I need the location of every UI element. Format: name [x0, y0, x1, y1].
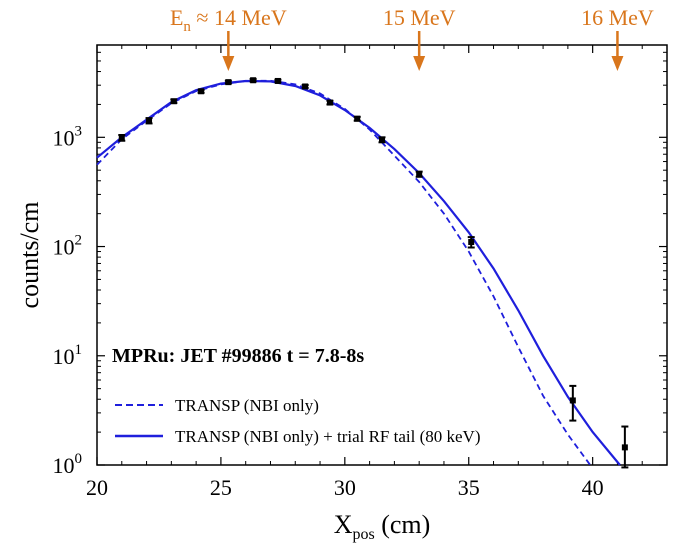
legend: TRANSP (NBI only) TRANSP (NBI only) + tr… [115, 396, 481, 446]
data-marker [146, 118, 152, 124]
series-line-nbi-only [97, 81, 590, 465]
data-point [416, 171, 423, 177]
x-tick-label: 25 [210, 475, 232, 500]
energy-markers: En ≈ 14 MeV 15 MeV 16 MeV [170, 5, 654, 71]
data-marker [119, 135, 125, 141]
data-point [250, 77, 257, 83]
y-tick-label: 103 [53, 123, 83, 150]
energy-marker: En ≈ 14 MeV [170, 5, 287, 71]
x-tick-label: 20 [86, 475, 108, 500]
data-point [621, 427, 628, 468]
data-marker [198, 88, 204, 94]
data-marker [354, 116, 360, 122]
data-point [170, 98, 177, 104]
chart-annotation: MPRu: JET #99886 t = 7.8-8s [112, 345, 364, 367]
data-marker [302, 83, 308, 89]
x-tick-label: 30 [334, 475, 356, 500]
data-point [302, 83, 309, 89]
x-axis-label: Xpos (cm) [334, 510, 431, 543]
data-point [569, 386, 576, 421]
energy-label: 15 MeV [383, 5, 456, 30]
energy-arrow-head [413, 56, 425, 71]
y-tick-label: 102 [53, 233, 83, 260]
data-point [198, 88, 205, 94]
energy-label: En ≈ 14 MeV [170, 5, 287, 35]
x-tick-label: 35 [458, 475, 480, 500]
energy-marker: 16 MeV [581, 5, 654, 71]
data-point [379, 137, 386, 143]
data-marker [416, 171, 422, 177]
data-marker [622, 444, 628, 450]
y-axis-label: counts/cm [15, 202, 44, 309]
legend-label-nbi: TRANSP (NBI only) [175, 396, 319, 415]
data-marker [570, 397, 576, 403]
data-marker [225, 79, 231, 85]
energy-marker: 15 MeV [383, 5, 456, 71]
data-point [326, 100, 333, 106]
x-tick-label: 40 [582, 475, 604, 500]
data-marker [250, 77, 256, 83]
data-point [146, 118, 153, 124]
data-point [274, 78, 281, 84]
data-marker [171, 98, 177, 104]
y-tick-label: 100 [53, 451, 83, 478]
y-tick-label: 101 [53, 342, 83, 369]
energy-label: 16 MeV [581, 5, 654, 30]
data-point [225, 79, 232, 85]
data-point [354, 116, 361, 122]
data-marker [468, 239, 474, 245]
data-marker [327, 100, 333, 106]
data-point [118, 135, 125, 141]
data-marker [379, 137, 385, 143]
data-marker [275, 78, 281, 84]
energy-arrow-head [611, 56, 623, 71]
energy-arrow-head [222, 56, 234, 71]
legend-label-rf-tail: TRANSP (NBI only) + trial RF tail (80 ke… [175, 427, 481, 446]
